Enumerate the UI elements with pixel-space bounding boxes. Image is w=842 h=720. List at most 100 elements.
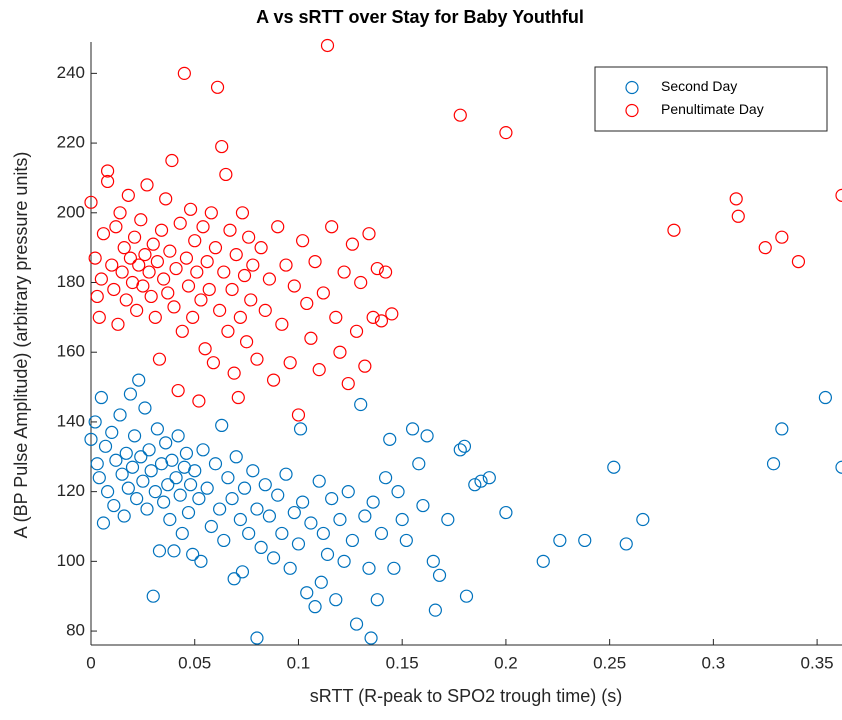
point	[312, 363, 326, 377]
point	[246, 464, 260, 478]
point	[88, 415, 102, 429]
point	[117, 241, 131, 255]
point	[296, 234, 310, 248]
y-tick-label: 140	[57, 411, 85, 430]
series	[84, 38, 842, 422]
point	[202, 282, 216, 297]
point	[123, 387, 138, 401]
point	[536, 554, 550, 568]
point	[333, 512, 347, 527]
point	[186, 547, 200, 561]
point	[262, 509, 277, 523]
point	[119, 293, 133, 307]
point	[134, 213, 148, 227]
point	[320, 38, 335, 53]
point	[291, 537, 306, 551]
point	[206, 356, 221, 370]
point	[92, 471, 106, 485]
point	[308, 254, 322, 269]
point	[731, 209, 745, 223]
point	[161, 286, 175, 300]
point	[223, 223, 237, 237]
point	[100, 164, 115, 178]
point	[349, 324, 364, 338]
point	[358, 509, 372, 523]
point	[119, 446, 133, 460]
point	[196, 443, 210, 457]
point	[90, 457, 104, 471]
point	[213, 502, 227, 516]
point	[132, 373, 146, 387]
point	[499, 126, 513, 140]
point	[345, 533, 359, 548]
point	[432, 568, 447, 582]
point	[250, 352, 264, 366]
point	[667, 223, 681, 237]
point	[320, 547, 335, 561]
point	[258, 478, 272, 492]
point	[144, 464, 158, 478]
point	[217, 265, 231, 279]
point	[136, 279, 150, 293]
series	[84, 373, 842, 645]
point	[457, 439, 472, 453]
point	[144, 289, 158, 304]
point	[138, 248, 152, 262]
point	[94, 390, 108, 405]
point	[333, 345, 347, 359]
point	[105, 258, 119, 272]
x-tick-label: 0.15	[386, 653, 419, 672]
point	[325, 492, 339, 506]
x-tick-label: 0.05	[178, 653, 211, 672]
point	[482, 471, 496, 485]
point	[325, 220, 339, 234]
point	[121, 188, 135, 202]
point	[194, 293, 208, 307]
point	[250, 631, 264, 645]
point	[130, 492, 144, 506]
point	[341, 485, 355, 499]
point	[169, 471, 183, 485]
point	[136, 474, 150, 488]
point	[835, 460, 842, 474]
point	[246, 258, 260, 272]
point	[242, 230, 256, 244]
point	[235, 206, 250, 220]
point	[173, 216, 187, 230]
point	[107, 498, 121, 513]
point	[262, 272, 277, 286]
point	[258, 303, 272, 317]
point	[146, 589, 160, 603]
point	[92, 310, 106, 324]
x-tick-label: 0.1	[287, 653, 311, 672]
legend-marker	[625, 80, 639, 95]
x-tick-label: 0	[86, 653, 95, 672]
point	[140, 178, 154, 192]
point	[468, 478, 482, 492]
point	[283, 561, 297, 575]
point	[345, 237, 359, 251]
point	[266, 551, 281, 565]
point	[283, 356, 297, 370]
point	[90, 289, 104, 304]
point	[293, 422, 308, 436]
point	[181, 279, 196, 293]
point	[775, 422, 789, 436]
point	[190, 265, 204, 279]
x-tick-label: 0.3	[702, 653, 726, 672]
point	[159, 436, 173, 450]
point	[148, 485, 162, 499]
point	[163, 512, 177, 527]
point	[300, 586, 314, 600]
point	[142, 443, 156, 457]
point	[374, 526, 389, 541]
point	[150, 254, 164, 269]
point	[84, 432, 98, 446]
point	[142, 265, 156, 279]
x-tick-label: 0.2	[494, 653, 518, 672]
point	[210, 80, 225, 94]
point	[553, 533, 567, 548]
y-tick-label: 160	[57, 342, 85, 361]
point	[383, 432, 397, 446]
